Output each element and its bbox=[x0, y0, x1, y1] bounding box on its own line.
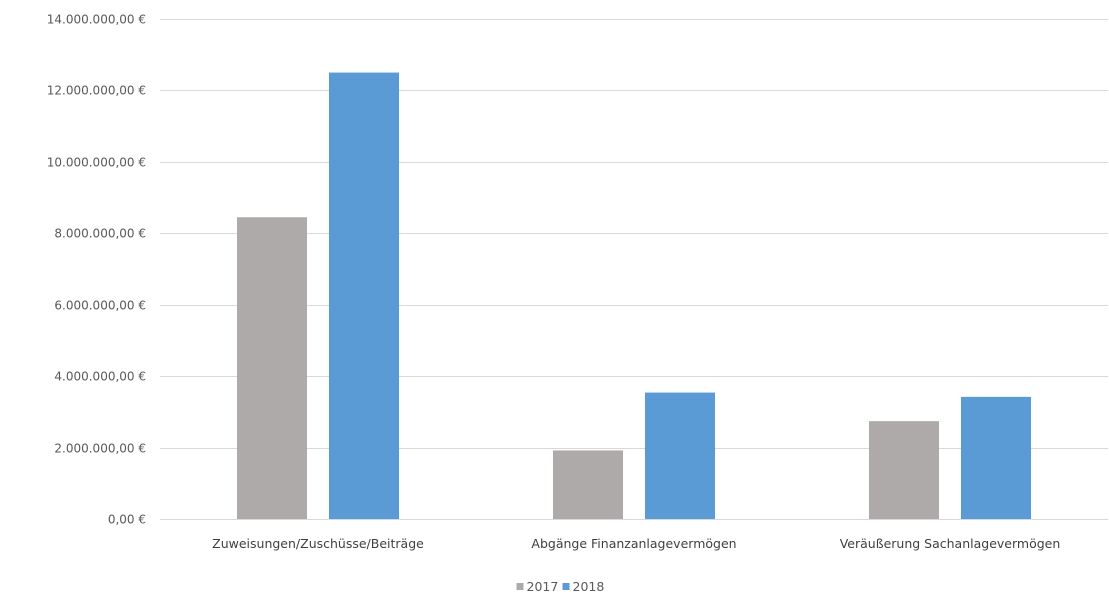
y-tick-label: 10.000.000,00 € bbox=[47, 156, 146, 170]
x-category-label: Abgänge Finanzanlagevermögen bbox=[531, 536, 736, 551]
y-tick-label: 14.000.000,00 € bbox=[47, 13, 146, 27]
bar-2017-0 bbox=[237, 217, 307, 519]
x-category-label: Zuweisungen/Zuschüsse/Beiträge bbox=[212, 536, 424, 551]
y-tick-label: 2.000.000,00 € bbox=[54, 442, 146, 456]
gridlines bbox=[160, 19, 1108, 520]
bar-2018-1 bbox=[645, 392, 715, 519]
y-tick-label: 0,00 € bbox=[108, 513, 146, 527]
y-tick-label: 4.000.000,00 € bbox=[54, 370, 146, 384]
legend-label-2017: 2017 bbox=[527, 579, 559, 594]
x-category-label: Veräußerung Sachanlagevermögen bbox=[840, 536, 1061, 551]
legend: 2017 2018 bbox=[516, 579, 605, 594]
legend-label-2018: 2018 bbox=[573, 579, 605, 594]
bar-2018-2 bbox=[961, 396, 1031, 519]
y-tick-label: 8.000.000,00 € bbox=[54, 227, 146, 241]
y-tick-label: 12.000.000,00 € bbox=[47, 84, 146, 98]
y-tick-label: 6.000.000,00 € bbox=[54, 299, 146, 313]
bar-2017-1 bbox=[553, 450, 623, 519]
x-axis-category-labels: Zuweisungen/Zuschüsse/Beiträge Abgänge Fi… bbox=[212, 536, 1060, 551]
legend-swatch-2018 bbox=[562, 583, 570, 590]
bars bbox=[237, 72, 1031, 520]
legend-swatch-2017 bbox=[516, 583, 524, 590]
bar-2018-0 bbox=[329, 72, 399, 520]
y-axis-tick-labels: 0,00 € 2.000.000,00 € 4.000.000,00 € 6.000.… bbox=[47, 13, 146, 527]
bar-2017-2 bbox=[869, 421, 939, 519]
